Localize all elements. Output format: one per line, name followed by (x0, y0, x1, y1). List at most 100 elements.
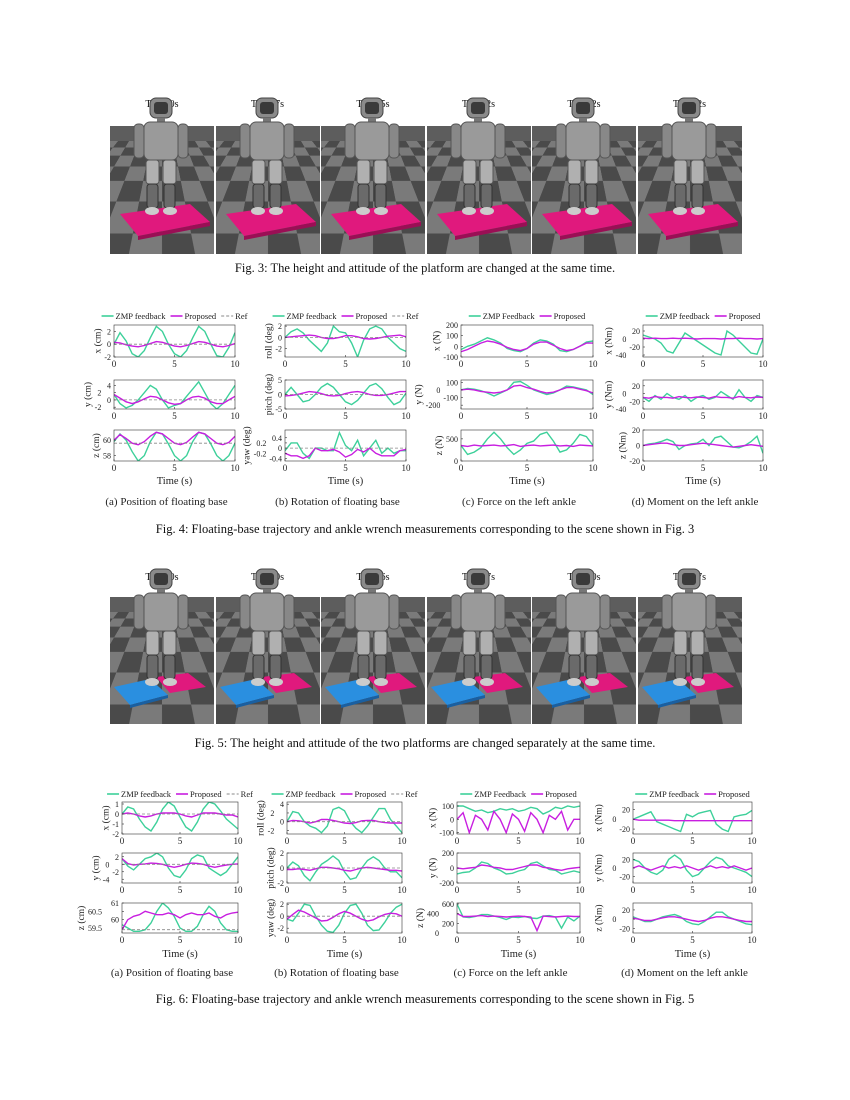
legend-label: ZMP Feedback (474, 789, 527, 799)
y-tick-label: -2 (277, 924, 284, 933)
y-tick-label: -2 (95, 403, 102, 412)
simulation-snapshot (426, 97, 531, 254)
legend-label: ZMP feedback (287, 311, 338, 321)
legend-label: ZMP feedback (121, 789, 172, 799)
x-tick-label: 5 (525, 463, 530, 473)
axes-box (456, 801, 581, 835)
x-axis-label: Time (s) (157, 476, 193, 487)
legend-label: Ref (405, 789, 417, 799)
x-tick-label: 5 (516, 885, 521, 895)
y-tick-label: 2 (107, 327, 111, 336)
x-tick-label: 5 (525, 411, 530, 421)
legend-label: Proposed (190, 789, 222, 799)
subfigure-caption: (b) Rotation of floating base (274, 967, 399, 979)
y-tick-label: 0 (450, 864, 454, 873)
series-line-proposed (457, 809, 580, 834)
series-line-zmp-feedback (122, 853, 238, 879)
legend-label: Ref (241, 789, 253, 799)
x-tick-label: 0 (631, 935, 636, 945)
x-tick-label: 0 (120, 935, 125, 945)
subplot: 100 0-100-200 0 5 10 y (N) (414, 378, 598, 421)
y-tick-label: 200 (442, 849, 454, 858)
x-tick-label: 0 (631, 885, 636, 895)
subplot: 420-20 5 10y (cm) (83, 379, 240, 421)
series-line-proposed (287, 909, 402, 922)
y-tick-label: 20 (632, 426, 640, 435)
x-axis-label: Time (s) (675, 949, 711, 960)
x-axis-label: Time (s) (685, 476, 721, 487)
y-tick-label: 2 (270, 809, 274, 818)
y-tick-label: -20 (619, 873, 630, 882)
legend-label: ZMP Feedback (483, 311, 536, 321)
x-tick-label: 0 (455, 935, 460, 945)
subplot: 200-200 5 10z (Nm) (594, 902, 757, 945)
legend-label: Proposed (185, 311, 217, 321)
simulation-snapshot (637, 568, 742, 724)
series-line-proposed (457, 864, 580, 872)
y-tick-label: -20 (629, 397, 640, 406)
y-tick-label: 60.5 (88, 907, 102, 916)
y-tick-label: 0 (612, 915, 616, 924)
axes-box (460, 379, 594, 410)
y-tick-label: 0 (280, 912, 284, 921)
legend-label: Proposed (356, 311, 388, 321)
x-tick-label: 5 (172, 411, 177, 421)
x-tick-label: 10 (234, 885, 244, 895)
x-tick-label: 5 (172, 463, 177, 473)
x-tick-label: 0 (641, 411, 646, 421)
y-tick-label: -200 (439, 879, 454, 888)
x-tick-label: 0 (455, 836, 460, 846)
series-line-zmp-feedback (643, 329, 763, 356)
y-axis-label: x (N) (427, 808, 438, 828)
x-tick-label: 10 (576, 836, 586, 846)
simulation-snapshot (426, 568, 531, 724)
x-tick-label: 0 (283, 463, 288, 473)
y-axis-label: z (cm) (91, 433, 102, 458)
series-line-zmp-feedback (287, 855, 402, 882)
y-axis-label: yaw (deg) (242, 426, 253, 464)
legend-label: ZMP feedback (660, 311, 711, 321)
y-tick-label: -20 (619, 924, 630, 933)
x-axis-label: Time (s) (509, 476, 545, 487)
legend-label: Proposed (718, 789, 750, 799)
x-tick-label: 0 (459, 411, 464, 421)
subplot: 60 580 5 10 z (cm) (91, 429, 240, 473)
subplot: 20-20 5 10x (cm) (92, 324, 240, 369)
y-axis-label: z (Nm) (617, 432, 628, 459)
legend-label: Proposed (355, 789, 387, 799)
y-tick-label: -5 (275, 405, 282, 414)
x-axis-label: Time (s) (162, 949, 198, 960)
x-tick-label: 0 (120, 885, 125, 895)
x-tick-label: 0 (641, 463, 646, 473)
series-line-proposed (643, 442, 763, 448)
series-line-proposed (461, 384, 593, 394)
simulation-snapshot (321, 568, 425, 724)
y-tick-label: 0 (436, 386, 440, 395)
x-tick-label: 10 (748, 836, 758, 846)
y-tick-label: 200 (442, 919, 454, 928)
y-axis-label: x (Nm) (604, 327, 615, 355)
y-tick-label: -200 (426, 401, 441, 410)
y-axis-label: x (Nm) (594, 804, 605, 832)
y-tick-label: 100 (446, 332, 458, 341)
y-tick-label: 20 (632, 327, 640, 336)
x-tick-label: 0 (455, 885, 460, 895)
series-line-proposed (287, 866, 402, 872)
subplot: 20 0-200 5 10 x (Nm) (594, 801, 758, 846)
axes-box (642, 324, 764, 358)
y-tick-label: 0 (280, 864, 284, 873)
series-line-proposed (633, 865, 752, 871)
x-tick-label: 5 (701, 359, 706, 369)
y-tick-label: 0.4 (272, 434, 282, 443)
x-tick-label: 5 (516, 935, 521, 945)
y-tick-label: 0 (115, 810, 119, 819)
x-tick-label: 10 (589, 411, 599, 421)
legend-label: Proposed (545, 789, 577, 799)
subplot: 200-200 5 10z (Nm) (617, 426, 768, 473)
y-axis-label: z (N) (415, 908, 426, 928)
x-tick-label: 0 (112, 411, 117, 421)
